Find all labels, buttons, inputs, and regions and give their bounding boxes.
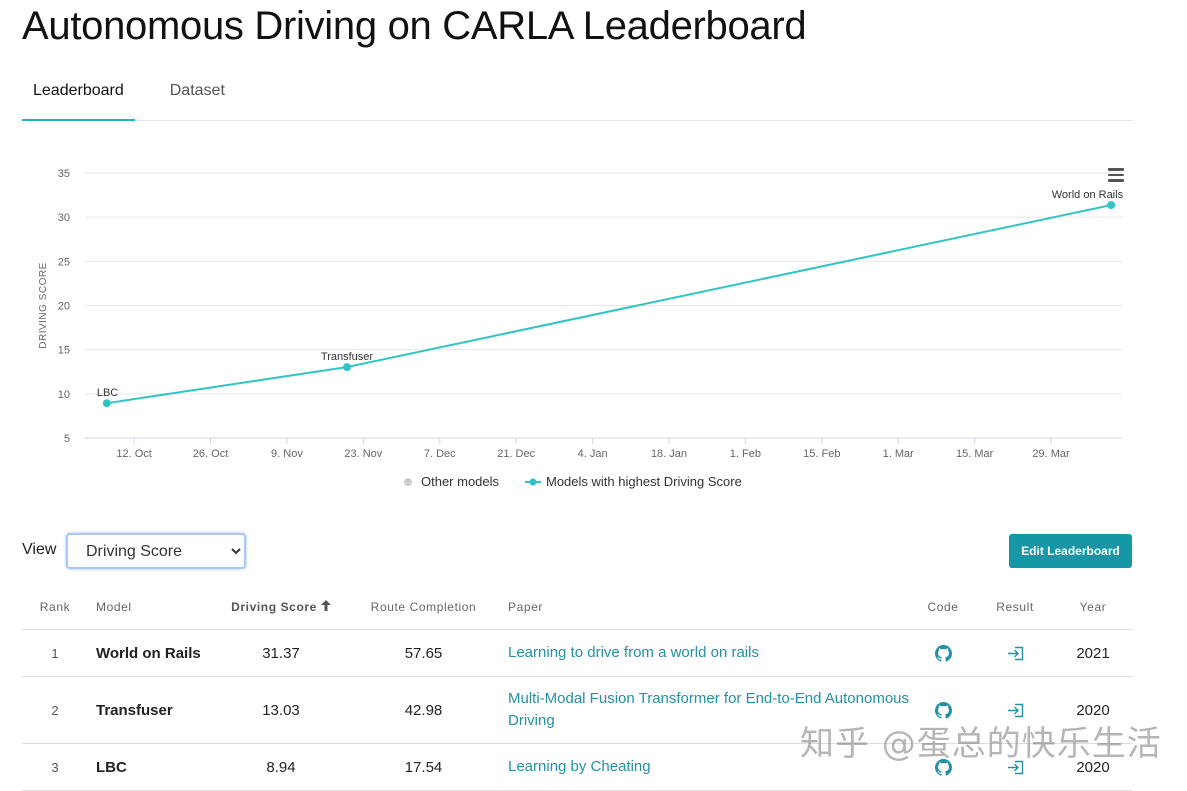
year-cell: 2021 (1054, 629, 1132, 677)
header-rank[interactable]: Rank (22, 585, 88, 630)
data-point (342, 363, 351, 372)
leaderboard-table: Rank Model Driving Score Route Completio… (22, 585, 1132, 791)
leaderboard-chart: 5 10 15 20 25 30 35 12. Oct 26. Oct 9. Nov 23. Nov… (22, 150, 1132, 510)
header-driving-score[interactable]: Driving Score (222, 585, 340, 630)
driving-score-cell: 13.03 (222, 676, 340, 744)
code-cell (910, 676, 976, 744)
x-tick-label: 15. Mar (956, 448, 994, 460)
header-route-completion[interactable]: Route Completion (340, 585, 507, 630)
header-model[interactable]: Model (88, 585, 222, 630)
edit-leaderboard-button[interactable]: Edit Leaderboard (1009, 534, 1132, 568)
chart-svg: 5 10 15 20 25 30 35 12. Oct 26. Oct 9. Nov 23. Nov… (38, 168, 1124, 489)
tab-leaderboard[interactable]: Leaderboard (22, 66, 135, 121)
result-login-icon[interactable] (1007, 645, 1024, 662)
driving-score-cell: 31.37 (222, 629, 340, 677)
route-completion-cell: 42.98 (340, 676, 507, 744)
header-paper[interactable]: Paper (507, 585, 910, 630)
driving-score-cell: 8.94 (222, 743, 340, 791)
paper-cell: Learning to drive from a world on rails (507, 629, 910, 677)
github-icon[interactable] (934, 644, 952, 662)
tab-dataset[interactable]: Dataset (169, 82, 225, 99)
result-cell (976, 629, 1054, 677)
header-code: Code (910, 585, 976, 630)
series-line (106, 204, 1112, 405)
result-cell (976, 743, 1054, 791)
x-tick-label: 21. Dec (497, 448, 535, 460)
data-point (1107, 201, 1116, 210)
x-tick-label: 1. Feb (730, 448, 761, 460)
code-cell (910, 743, 976, 791)
x-tick-label: 1. Mar (883, 448, 915, 460)
y-tick-label: 35 (58, 168, 70, 180)
result-login-icon[interactable] (1007, 759, 1024, 776)
github-icon[interactable] (934, 758, 952, 776)
x-tick-label: 12. Oct (116, 448, 151, 460)
y-tick-label: 5 (64, 433, 70, 445)
y-axis-label: DRIVING SCORE (38, 262, 49, 349)
data-label: LBC (97, 387, 118, 399)
legend-marker-other-models (404, 478, 412, 486)
model-cell: World on Rails (88, 629, 222, 677)
data-label: Transfuser (321, 351, 374, 363)
github-icon[interactable] (934, 701, 952, 719)
route-completion-cell: 57.65 (340, 629, 507, 677)
header-year[interactable]: Year (1054, 585, 1132, 630)
x-tick-label: 9. Nov (271, 448, 303, 460)
x-tick-label: 26. Oct (193, 448, 228, 460)
tab-bar: Leaderboard Dataset (22, 66, 1132, 121)
route-completion-cell: 17.54 (340, 743, 507, 791)
y-tick-label: 10 (58, 389, 70, 401)
rank-cell: 2 (22, 676, 88, 744)
x-tick-label: 7. Dec (424, 448, 456, 460)
view-select[interactable]: Driving Score (66, 533, 246, 569)
table-header-row: Rank Model Driving Score Route Completio… (22, 585, 1132, 630)
table-row: 2 Transfuser 13.03 42.98 Multi-Modal Fus… (22, 676, 1132, 744)
data-label: World on Rails (1052, 189, 1124, 201)
legend-marker-highest (529, 478, 537, 486)
header-driving-score-label: Driving Score (231, 600, 317, 614)
page-title: Autonomous Driving on CARLA Leaderboard (22, 4, 807, 48)
hamburger-menu-icon[interactable] (1108, 168, 1124, 182)
paper-cell: Multi-Modal Fusion Transformer for End-t… (507, 676, 910, 744)
model-cell: Transfuser (88, 676, 222, 744)
paper-cell: Learning by Cheating (507, 743, 910, 791)
table-row: 3 LBC 8.94 17.54 Learning by Cheating 20… (22, 743, 1132, 791)
result-login-icon[interactable] (1007, 702, 1024, 719)
sort-arrow-up-icon (320, 600, 331, 614)
x-tick-label: 15. Feb (803, 448, 840, 460)
x-tick-label: 18. Jan (651, 448, 687, 460)
x-tick-label: 29. Mar (1032, 448, 1070, 460)
y-tick-label: 20 (58, 301, 70, 313)
header-result: Result (976, 585, 1054, 630)
rank-cell: 1 (22, 629, 88, 677)
rank-cell: 3 (22, 743, 88, 791)
y-tick-label: 30 (58, 212, 70, 224)
paper-link[interactable]: Multi-Modal Fusion Transformer for End-t… (508, 690, 910, 729)
data-point (102, 399, 111, 408)
legend-label-highest: Models with highest Driving Score (546, 474, 742, 489)
y-tick-label: 15 (58, 345, 70, 357)
y-tick-label: 25 (58, 256, 70, 268)
paper-link[interactable]: Learning by Cheating (508, 758, 651, 775)
paper-link[interactable]: Learning to drive from a world on rails (508, 644, 759, 661)
x-tick-label: 23. Nov (344, 448, 382, 460)
result-cell (976, 676, 1054, 744)
year-cell: 2020 (1054, 676, 1132, 744)
year-cell: 2020 (1054, 743, 1132, 791)
x-tick-label: 4. Jan (578, 448, 608, 460)
table-row: 1 World on Rails 31.37 57.65 Learning to… (22, 629, 1132, 677)
view-label: View (22, 541, 57, 558)
model-cell: LBC (88, 743, 222, 791)
code-cell (910, 629, 976, 677)
legend-label-other-models: Other models (421, 474, 500, 489)
